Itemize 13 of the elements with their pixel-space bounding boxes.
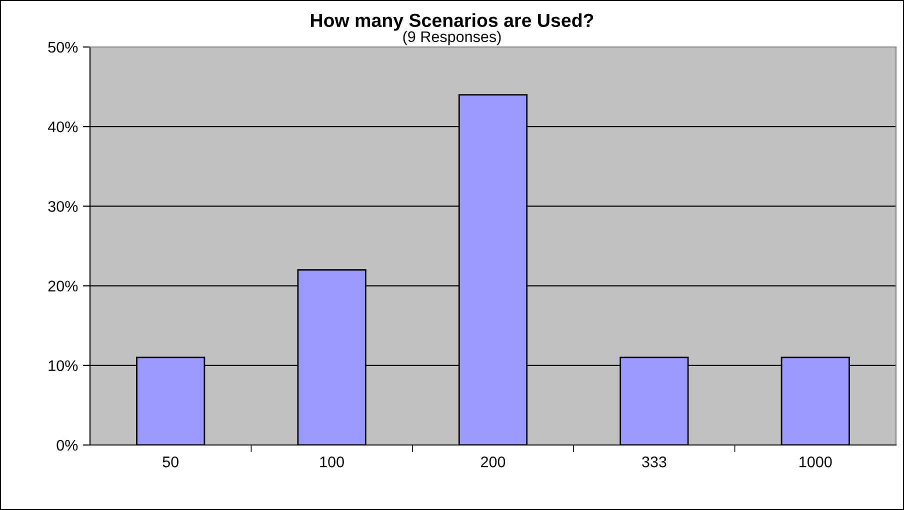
y-tick-label: 40% bbox=[48, 121, 78, 132]
y-tick-label: 10% bbox=[48, 360, 78, 372]
x-tick-label: 1000 bbox=[800, 456, 832, 468]
y-tick-label: 0% bbox=[56, 440, 78, 451]
x-tick-label: 50 bbox=[162, 456, 178, 468]
x-tick-label: 333 bbox=[642, 456, 666, 468]
chart-subtitle: (9 Responses) bbox=[403, 30, 501, 46]
x-tick-label: 200 bbox=[481, 456, 506, 468]
chart-title: How many Scenarios are Used? bbox=[311, 13, 594, 31]
y-tick-label: 20% bbox=[48, 280, 78, 292]
x-tick-label: 100 bbox=[320, 456, 344, 468]
y-tick-label: 50% bbox=[48, 42, 78, 53]
y-tick-label: 30% bbox=[48, 201, 78, 212]
